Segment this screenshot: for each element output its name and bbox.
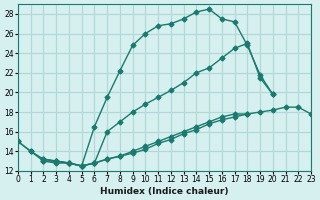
X-axis label: Humidex (Indice chaleur): Humidex (Indice chaleur) (100, 187, 229, 196)
